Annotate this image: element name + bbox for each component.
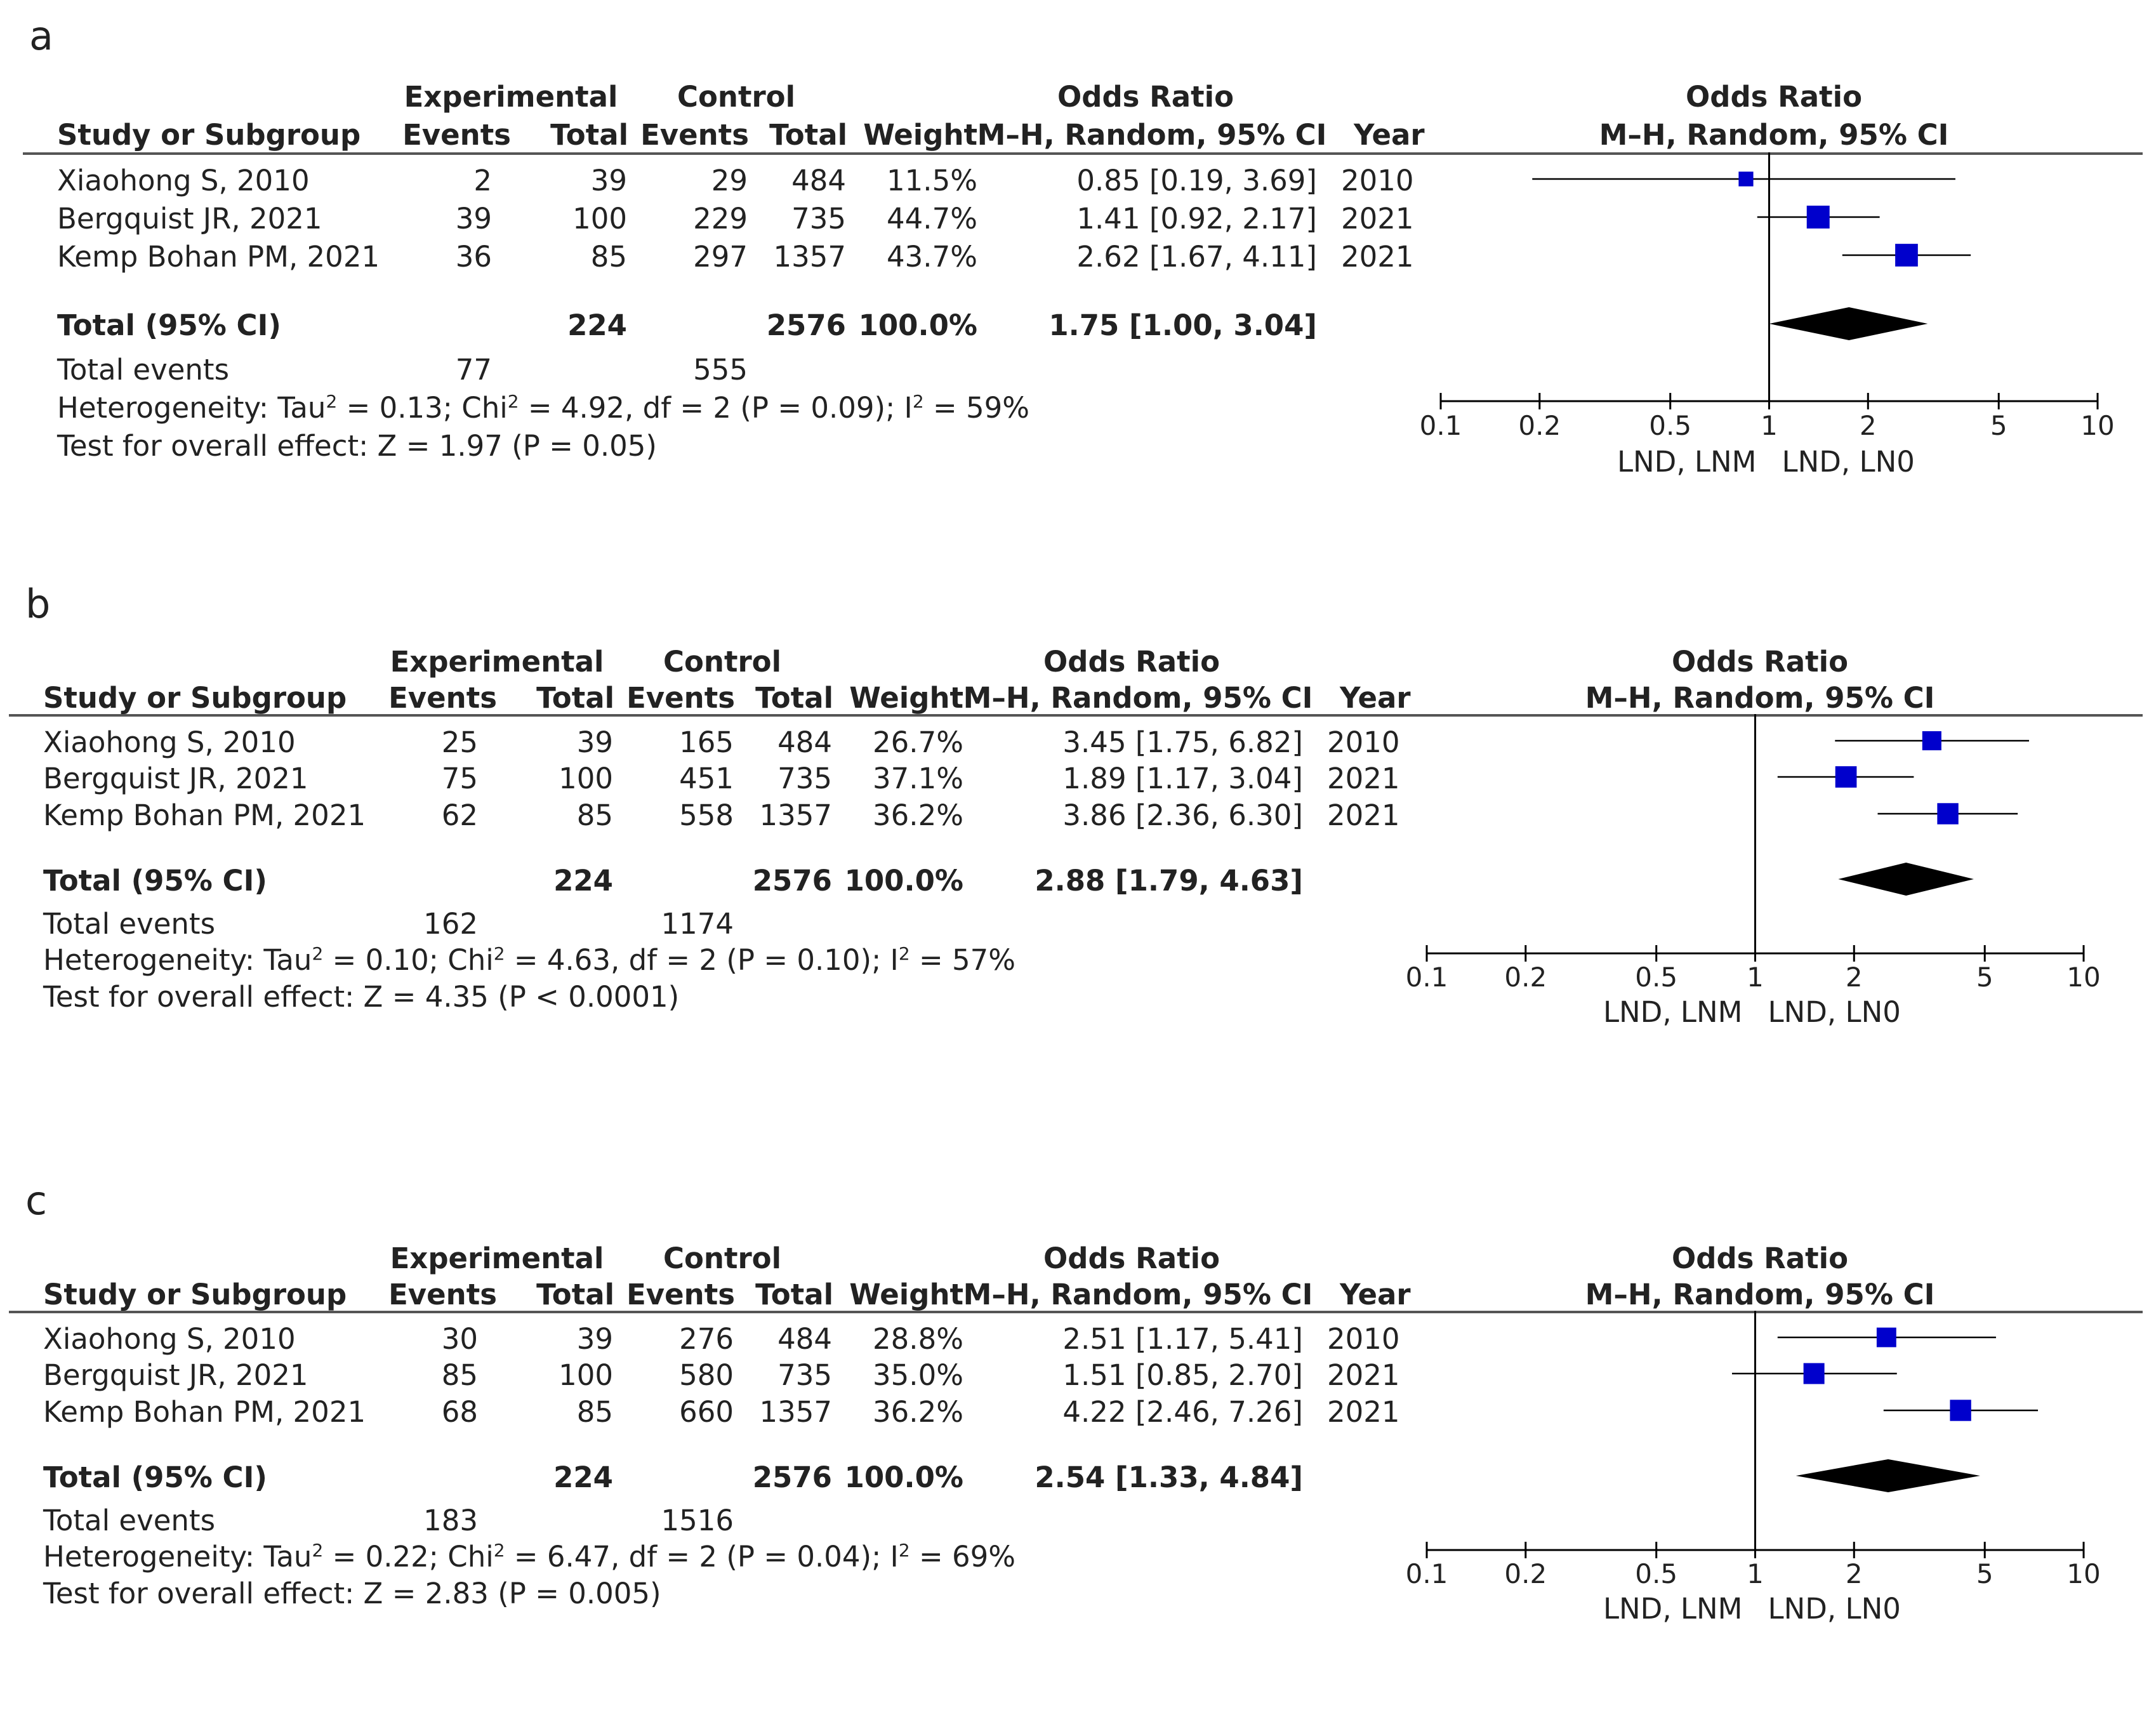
favours-left-label: LND, LNM [1617, 447, 1757, 476]
pooled-diamond [1769, 307, 1928, 340]
x-tick-label: 10 [1703, 1561, 2149, 1587]
study-marker [1895, 244, 1918, 267]
study-marker [1877, 1328, 1896, 1348]
favours-right-label: LND, LN0 [1768, 998, 1901, 1026]
study-marker [1738, 171, 1753, 186]
forest-plot [0, 568, 2149, 1139]
forest-plot [0, 1165, 2149, 1736]
study-marker [1835, 766, 1857, 788]
pooled-diamond [1838, 863, 1974, 896]
favours-right-label: LND, LN0 [1768, 1594, 1901, 1623]
favours-left-label: LND, LNM [1603, 1594, 1743, 1623]
favours-right-label: LND, LN0 [1782, 447, 1915, 476]
study-marker [1804, 1363, 1825, 1384]
study-marker [1922, 731, 1941, 750]
study-marker [1937, 803, 1958, 824]
x-tick-label: 10 [1703, 964, 2149, 991]
forest-plot [0, 0, 2149, 571]
study-marker [1950, 1400, 1971, 1421]
study-marker [1807, 206, 1830, 229]
favours-left-label: LND, LNM [1603, 998, 1743, 1026]
pooled-diamond [1796, 1459, 1980, 1492]
x-tick-label: 10 [1717, 413, 2149, 439]
